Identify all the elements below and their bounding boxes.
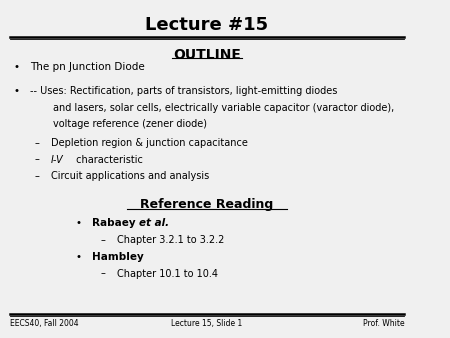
- Text: Reference Reading: Reference Reading: [140, 198, 274, 211]
- Text: Rabaey: Rabaey: [92, 218, 139, 228]
- Text: I-V: I-V: [51, 154, 63, 165]
- Text: •: •: [76, 252, 81, 262]
- Text: EECS40, Fall 2004: EECS40, Fall 2004: [9, 319, 78, 328]
- Text: Hambley: Hambley: [92, 252, 144, 262]
- Text: –: –: [34, 171, 39, 181]
- Text: –: –: [34, 139, 39, 148]
- Text: and lasers, solar cells, electrically variable capacitor (varactor diode),: and lasers, solar cells, electrically va…: [53, 103, 394, 113]
- Text: et al.: et al.: [139, 218, 169, 228]
- Text: -- Uses: Rectification, parts of transistors, light-emitting diodes: -- Uses: Rectification, parts of transis…: [30, 86, 338, 96]
- Text: The pn Junction Diode: The pn Junction Diode: [30, 62, 145, 72]
- Text: Prof. White: Prof. White: [363, 319, 404, 328]
- Text: Chapter 10.1 to 10.4: Chapter 10.1 to 10.4: [117, 269, 217, 279]
- Text: Lecture #15: Lecture #15: [145, 17, 269, 34]
- Text: Depletion region & junction capacitance: Depletion region & junction capacitance: [51, 139, 248, 148]
- Text: Lecture 15, Slide 1: Lecture 15, Slide 1: [171, 319, 243, 328]
- Text: –: –: [100, 235, 105, 245]
- Text: –: –: [34, 154, 39, 165]
- Text: Chapter 3.2.1 to 3.2.2: Chapter 3.2.1 to 3.2.2: [117, 235, 224, 245]
- Text: –: –: [100, 269, 105, 279]
- Text: •: •: [14, 86, 20, 96]
- Text: Circuit applications and analysis: Circuit applications and analysis: [51, 171, 209, 181]
- Text: voltage reference (zener diode): voltage reference (zener diode): [53, 119, 207, 129]
- Text: characteristic: characteristic: [73, 154, 143, 165]
- Text: •: •: [76, 218, 81, 228]
- Text: OUTLINE: OUTLINE: [173, 48, 241, 62]
- Text: •: •: [14, 62, 20, 72]
